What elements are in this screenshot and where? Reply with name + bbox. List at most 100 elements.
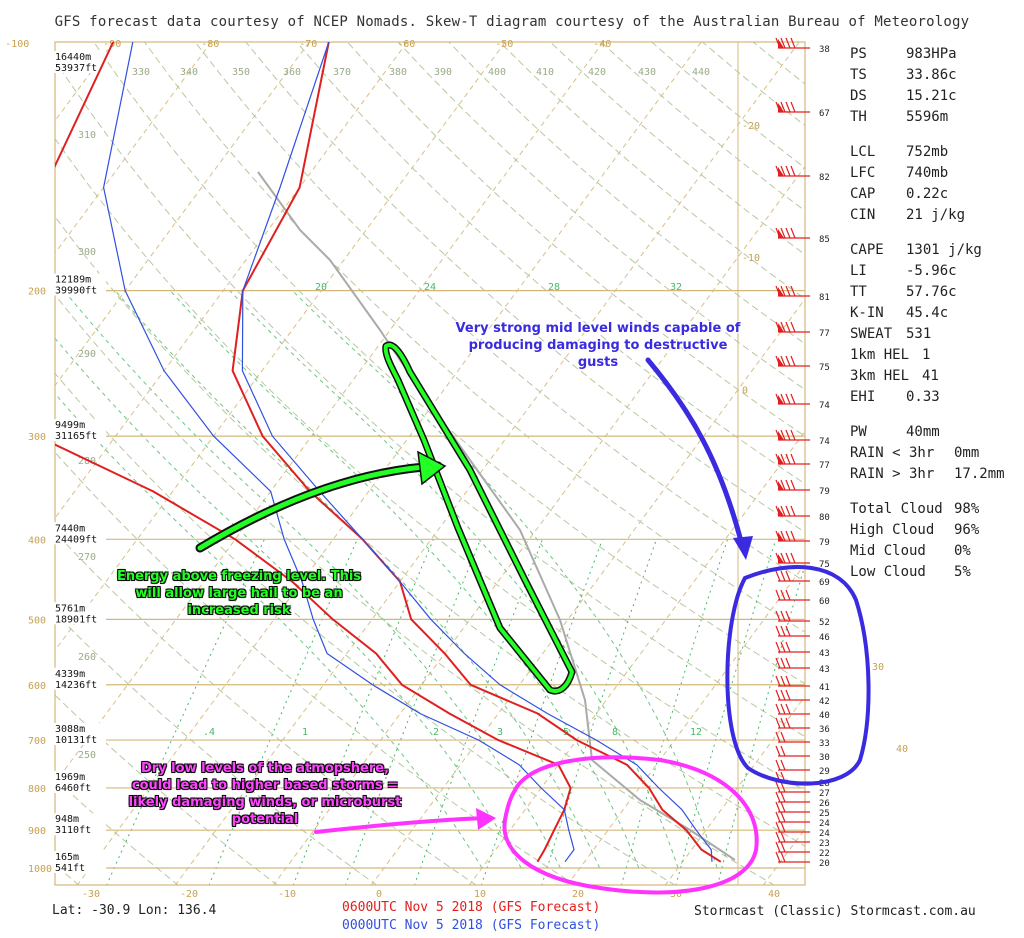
readout-rain-gt: RAIN > 3hr 17.2mm bbox=[850, 466, 1005, 482]
theta-label: 300 bbox=[78, 247, 96, 258]
wind-barb-flag bbox=[780, 625, 786, 637]
wind-speed-label: 36 bbox=[819, 725, 830, 735]
dry-adiabat-line bbox=[245, 42, 805, 533]
readout-hel1: 1km HEL 1 bbox=[850, 347, 931, 363]
wind-speed-label: 52 bbox=[819, 618, 830, 628]
temperature-tick-right: -10 bbox=[742, 253, 760, 264]
wind-speed-label: 26 bbox=[819, 799, 830, 809]
wind-barb-flag bbox=[785, 355, 791, 367]
wind-barb-flag bbox=[785, 453, 791, 465]
mixing-ratio-label: 8 bbox=[612, 727, 618, 738]
wind-speed-label: 81 bbox=[819, 293, 830, 303]
wind-speed-label: 43 bbox=[819, 665, 830, 675]
theta-label: 270 bbox=[78, 552, 96, 563]
readout-pw: PW 40mm bbox=[850, 424, 940, 440]
temperature-profile-0600utc bbox=[231, 42, 722, 863]
height-label-ft: 14236ft bbox=[55, 680, 97, 691]
wind-barb-flag bbox=[780, 37, 786, 49]
wind-barb-flag bbox=[785, 717, 791, 729]
wind-speed-label: 79 bbox=[819, 538, 830, 548]
credit-header: GFS forecast data courtesy of NCEP Nomad… bbox=[54, 14, 970, 30]
dry-adiabat-line bbox=[55, 137, 805, 792]
theta-label: 390 bbox=[434, 67, 452, 78]
isotherm-line bbox=[174, 42, 800, 885]
readout-cin: CIN 21 j/kg bbox=[850, 207, 966, 223]
isotherm-line bbox=[55, 42, 310, 387]
dry-adiabat-line bbox=[55, 863, 80, 885]
temperature-tick-bottom: 30 bbox=[670, 889, 682, 900]
wind-barb-pennant bbox=[778, 431, 784, 440]
wind-barb-flag bbox=[775, 657, 781, 669]
wind-barb-flag bbox=[780, 821, 786, 833]
height-label-bg bbox=[54, 419, 106, 442]
wind-barb-flag bbox=[790, 165, 796, 177]
wind-barb-flag bbox=[780, 227, 786, 239]
wind-barb-flag bbox=[780, 429, 786, 441]
mixing-ratio-label: 20 bbox=[315, 282, 327, 293]
pressure-tick-label: 800 bbox=[28, 784, 46, 795]
wind-barb-flag bbox=[775, 675, 781, 687]
wind-barb-flag bbox=[790, 393, 796, 405]
wind-barb-flag bbox=[785, 227, 791, 239]
mixing-ratio-label: .4 bbox=[203, 727, 215, 738]
location-label: Lat: -30.9 Lon: 136.4 bbox=[52, 903, 217, 918]
mixing-ratio-line bbox=[675, 539, 777, 885]
temperature-tick-right: 0 bbox=[742, 386, 748, 397]
wind-barb-pennant bbox=[778, 103, 784, 112]
wind-speed-label: 41 bbox=[819, 683, 830, 693]
temperature-tick-top: -70 bbox=[299, 39, 317, 50]
wind-barb-flag bbox=[785, 675, 791, 687]
height-label-ft: 24409ft bbox=[55, 534, 97, 545]
wind-barb-flag bbox=[780, 641, 786, 653]
mixing-ratio-line bbox=[106, 539, 265, 885]
source-credit: Stormcast (Classic) Stormcast.com.au bbox=[694, 904, 976, 919]
height-label-ft: 3110ft bbox=[55, 825, 91, 836]
wind-speed-label: 67 bbox=[819, 109, 830, 119]
theta-label: 310 bbox=[78, 130, 96, 141]
height-label-ft: 39990ft bbox=[55, 286, 97, 297]
temperature-tick-top: -50 bbox=[495, 39, 513, 50]
wind-barb-flag bbox=[785, 101, 791, 113]
wind-barb-flag bbox=[790, 552, 796, 564]
wind-speed-label: 74 bbox=[819, 437, 830, 447]
mixing-ratio-line bbox=[620, 539, 728, 885]
annotation-outline-green-shadow bbox=[382, 341, 576, 695]
wind-speed-label: 24 bbox=[819, 829, 830, 839]
wind-speed-label: 74 bbox=[819, 401, 830, 411]
wind-barb-flag bbox=[780, 552, 786, 564]
mixing-ratio-label: 24 bbox=[424, 282, 436, 293]
pressure-tick-label: 1000 bbox=[28, 864, 52, 875]
wind-barb-flag bbox=[785, 657, 791, 669]
wind-barb-flag bbox=[785, 285, 791, 297]
theta-label: 340 bbox=[180, 67, 198, 78]
temperature-tick-top: -40 bbox=[593, 39, 611, 50]
readout-cloud-high: High Cloud 96% bbox=[850, 522, 980, 538]
height-label-m: 4339m bbox=[55, 669, 85, 680]
legend-series-0600utc: 0600UTC Nov 5 2018 (GFS Forecast) bbox=[342, 900, 601, 915]
wind-barb-flag bbox=[780, 675, 786, 687]
wind-barb-flag bbox=[775, 731, 781, 743]
wind-barb-flag bbox=[785, 641, 791, 653]
mixing-ratio-label: 3 bbox=[497, 727, 503, 738]
readout-tt: TT 57.76c bbox=[850, 284, 957, 300]
wind-barb-flag bbox=[775, 759, 781, 771]
annotation-outline-green bbox=[383, 343, 574, 693]
readout-lcl: LCL 752mb bbox=[850, 144, 949, 160]
wind-speed-label: 69 bbox=[819, 578, 830, 588]
mixing-ratio-line bbox=[480, 539, 603, 885]
wind-barb-flag bbox=[790, 429, 796, 441]
wind-speed-label: 23 bbox=[819, 839, 830, 849]
theta-label: 440 bbox=[692, 67, 710, 78]
height-label-m: 12189m bbox=[55, 275, 91, 286]
readout-cap: CAP 0.22c bbox=[850, 186, 949, 202]
temperature-tick-bottom: 20 bbox=[572, 889, 584, 900]
wind-barb-flag bbox=[780, 841, 786, 853]
wind-speed-label: 40 bbox=[819, 711, 830, 721]
wind-barb-flag bbox=[780, 589, 786, 601]
isotherm-line bbox=[55, 42, 212, 254]
height-label-bg bbox=[54, 51, 106, 73]
axis-tick-labels: 200300400500600700800900100016440m53937f… bbox=[5, 39, 908, 900]
dry-adiabat-line bbox=[55, 694, 279, 885]
mixing-ratio-line bbox=[541, 539, 657, 885]
wind-barb-flag bbox=[775, 570, 781, 582]
